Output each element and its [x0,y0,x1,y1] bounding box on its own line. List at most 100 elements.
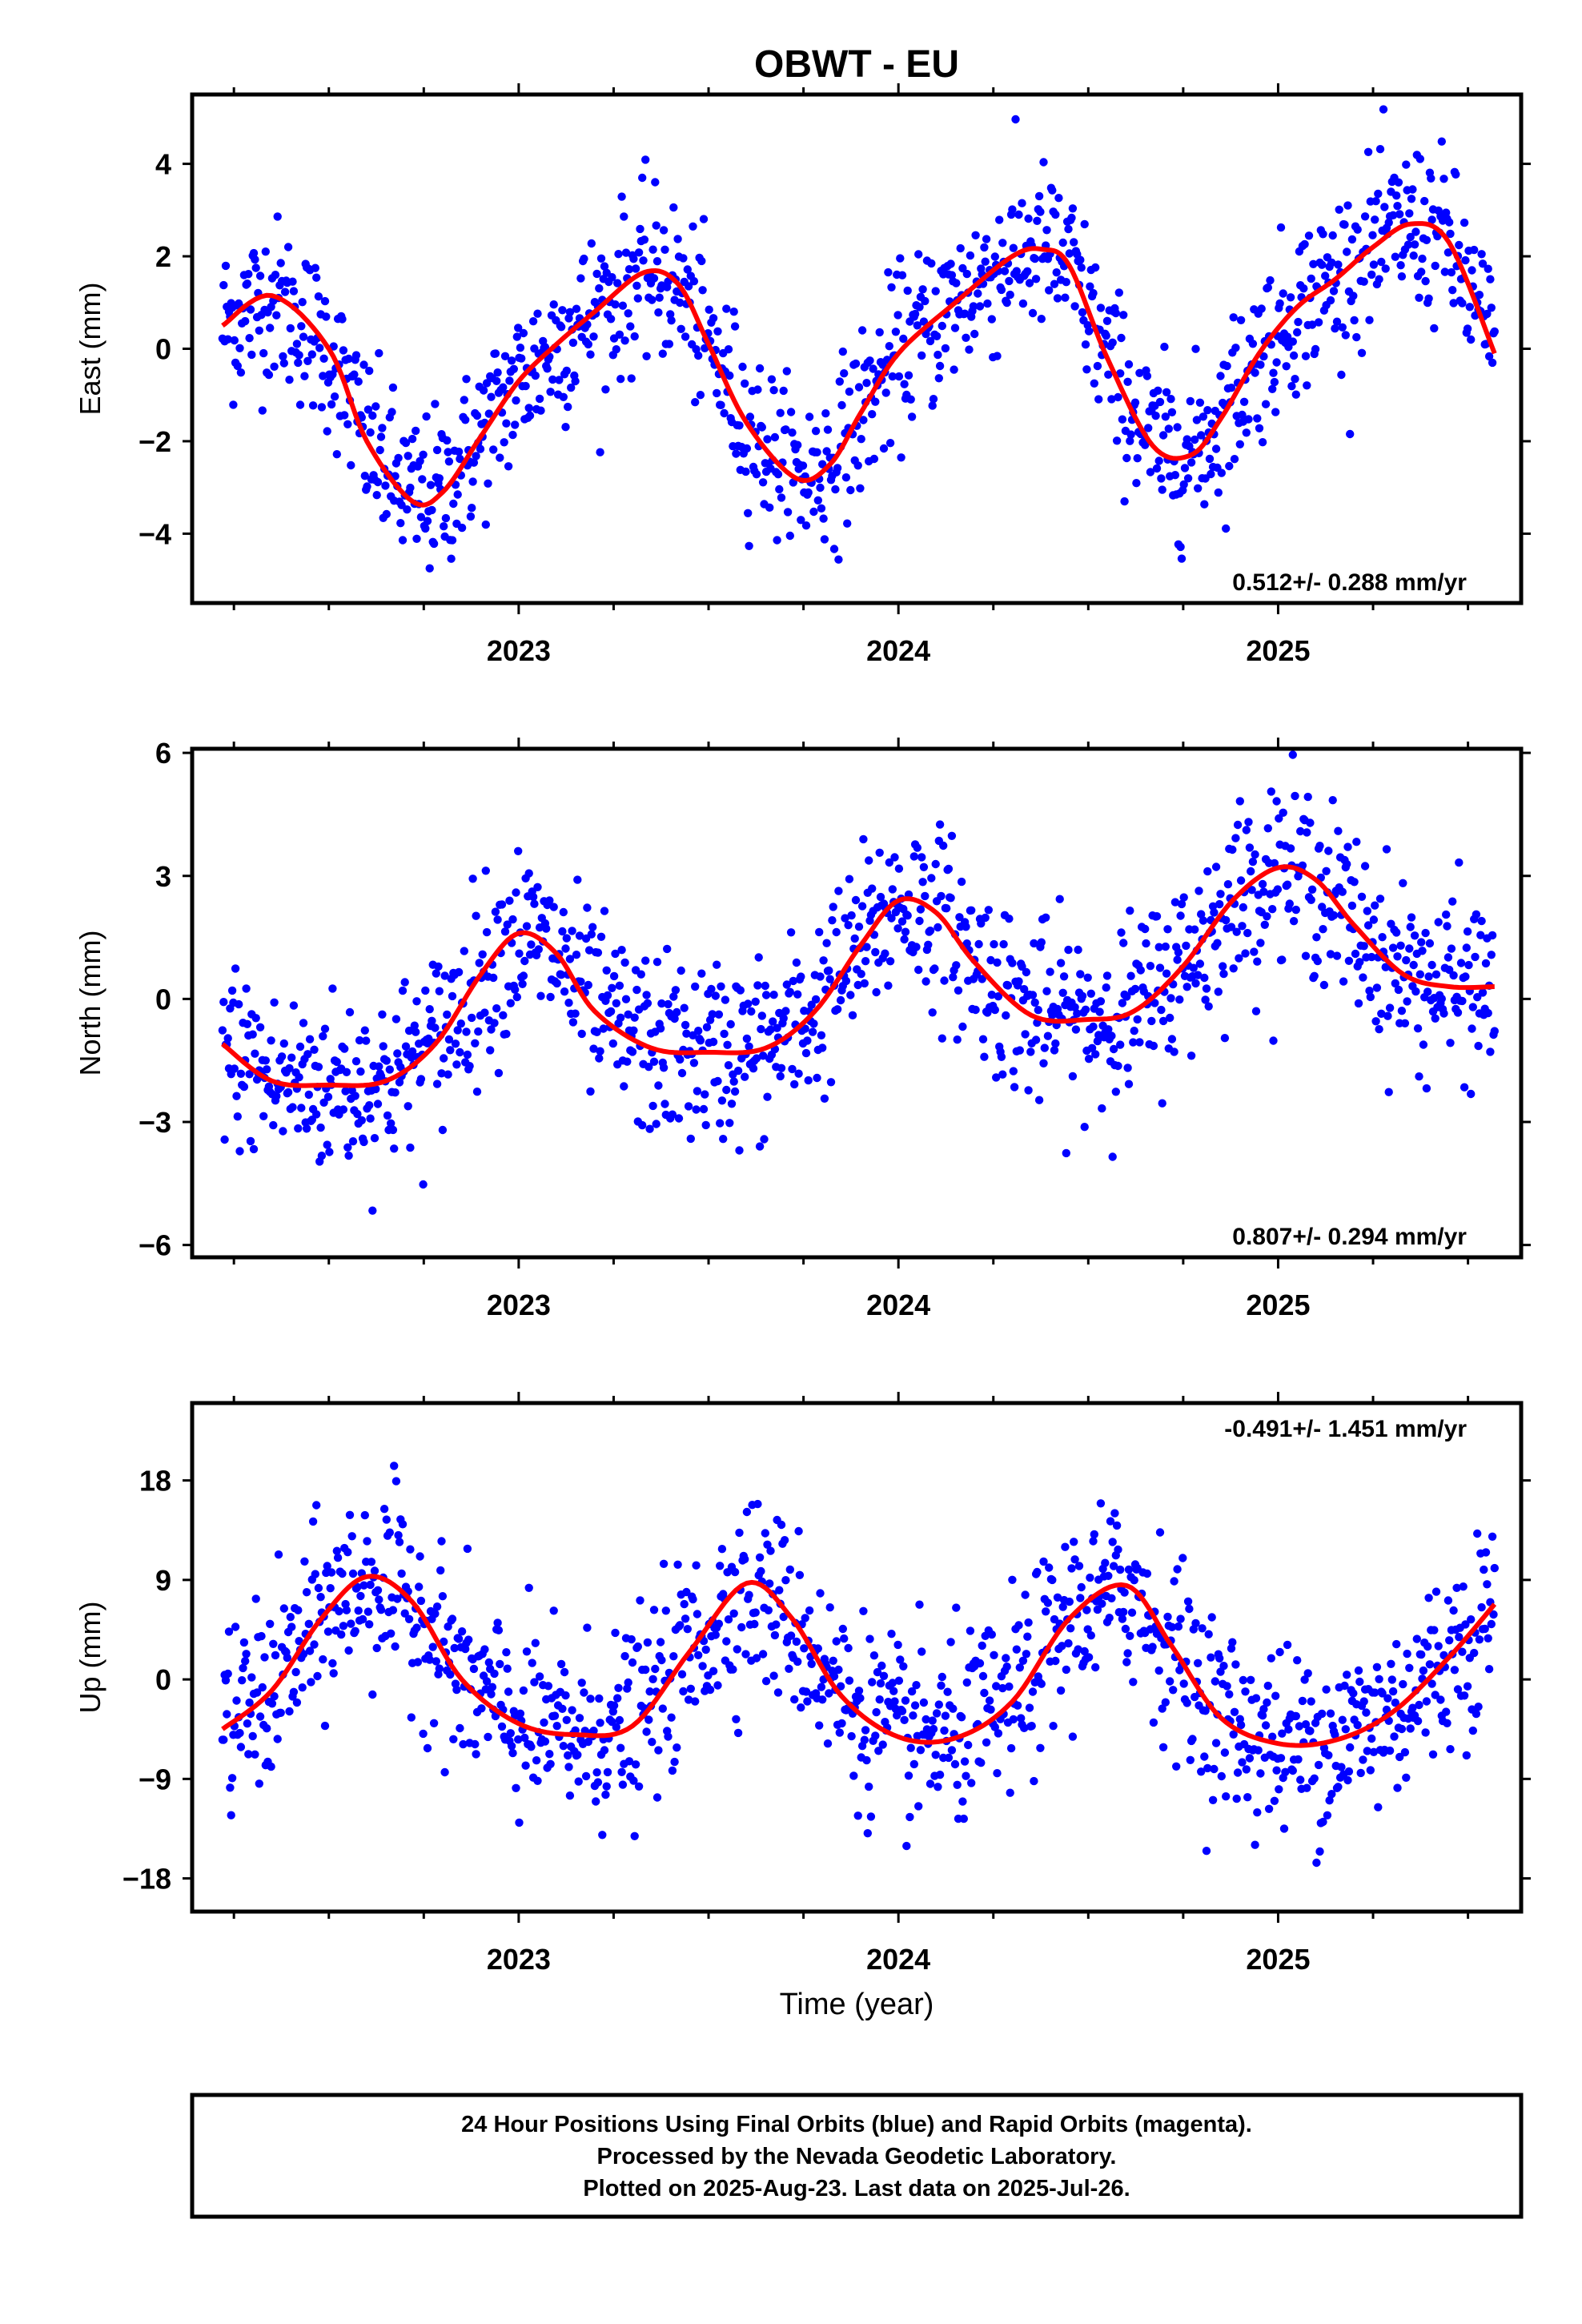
data-point [520,956,529,966]
data-point [356,1591,365,1601]
data-point [1267,787,1276,796]
data-point [849,1771,858,1780]
y-tick-label: 0 [155,983,171,1015]
data-point [632,985,641,995]
data-point [1130,1576,1138,1585]
data-point [1000,267,1010,275]
data-point [1322,866,1331,876]
data-point [440,522,448,531]
data-point [587,930,596,939]
data-point [412,1027,420,1036]
data-point [1122,1658,1131,1667]
data-point [1393,1783,1402,1792]
data-point [1483,1580,1492,1589]
data-point [628,1047,637,1056]
data-point [1263,1681,1273,1691]
data-point [861,1726,870,1735]
data-point [897,1707,907,1715]
data-point [640,235,649,244]
data-point [561,1691,570,1700]
data-point [888,1679,897,1687]
data-point [1177,899,1186,909]
data-point [1245,1754,1255,1763]
data-point [1468,266,1476,275]
data-point [900,935,909,944]
data-point [592,269,601,279]
data-point [822,447,831,456]
data-point [691,982,700,991]
data-point [366,1114,375,1123]
data-point [1453,1008,1463,1017]
data-point [299,1650,308,1659]
data-point [990,939,998,949]
data-point [1102,983,1110,992]
data-point [484,409,493,418]
data-point [1434,1642,1443,1651]
data-point [344,1646,353,1655]
data-point [919,1698,929,1707]
data-point [1405,209,1414,218]
data-point [1323,1811,1332,1819]
data-point [1147,1016,1156,1026]
data-point [719,1135,728,1144]
data-point [1268,905,1277,914]
data-point [1349,292,1358,300]
data-point [227,1811,235,1819]
data-point [415,1582,424,1591]
data-point [1158,431,1168,440]
data-point [1161,1698,1170,1707]
data-point [319,1655,327,1664]
data-point [239,1082,249,1092]
data-point [656,1638,665,1647]
data-point [469,458,479,467]
data-point [1091,1663,1100,1672]
data-point [832,927,841,937]
data-point [1203,866,1212,876]
data-point [469,1664,479,1674]
data-point [1341,1725,1351,1734]
data-point [357,1116,366,1125]
data-point [1222,524,1231,533]
data-point [345,1007,355,1017]
footer-frame [190,2093,1524,2219]
data-point [1189,963,1199,972]
data-point [875,848,884,858]
data-point [1272,1766,1281,1775]
data-point [1037,315,1046,324]
data-point [1162,969,1171,978]
data-point [1179,1679,1188,1688]
data-point [437,1069,446,1078]
data-point [633,1642,642,1651]
data-point [716,1562,725,1570]
data-point [1271,408,1280,416]
data-point [1030,998,1039,1007]
data-point [648,245,657,254]
data-point [1154,386,1162,395]
data-point [1136,966,1146,975]
data-point [1422,1084,1431,1093]
data-point [1141,440,1150,449]
data-point [1352,838,1361,846]
data-point [1475,1635,1484,1644]
data-point [550,1711,560,1720]
data-point [490,1669,499,1679]
data-point [885,957,895,966]
data-point [1403,997,1411,1006]
rate-annotation: -0.491+/- 1.451 mm/yr [1224,1416,1467,1442]
data-point [1427,215,1436,224]
data-point [1270,1796,1279,1805]
data-point [1405,944,1414,953]
data-point [1261,400,1271,408]
data-point [425,1655,434,1664]
data-point [1413,1024,1423,1033]
data-point [1464,960,1473,970]
data-point [1048,1575,1057,1585]
data-point [1355,958,1364,967]
data-point [779,386,788,396]
data-point [881,949,889,958]
data-point [573,1751,582,1759]
data-point [1232,927,1241,936]
data-point [934,923,942,932]
data-point [283,243,293,251]
data-point [1445,218,1454,227]
